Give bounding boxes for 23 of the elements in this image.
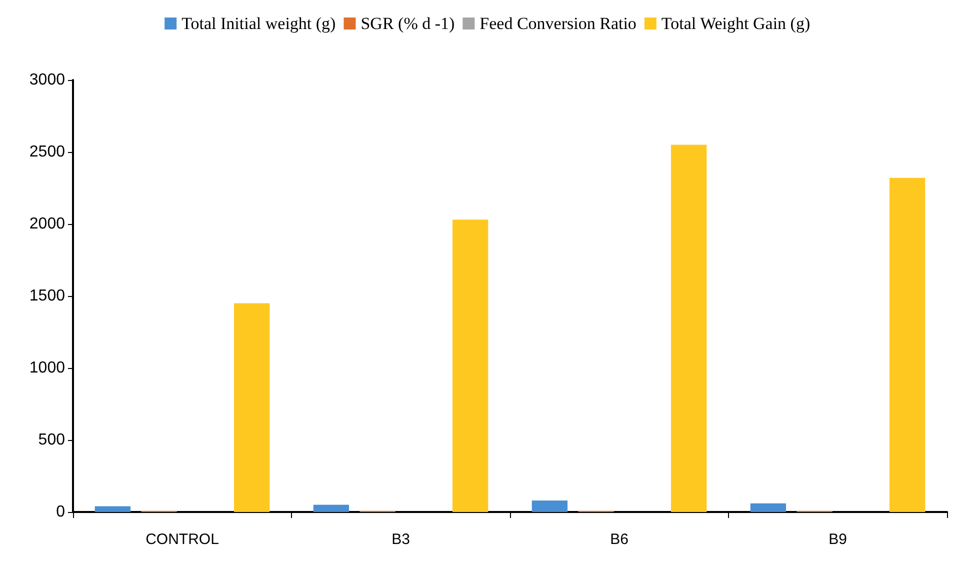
x-tick-label: CONTROL (146, 531, 219, 548)
bar (670, 144, 707, 512)
x-tick-label: B9 (828, 531, 847, 548)
bar (94, 506, 131, 512)
bar (452, 220, 488, 512)
bar (889, 178, 926, 512)
legend-label: Total Weight Gain (g) (661, 14, 810, 33)
y-tick-label: 500 (38, 432, 66, 448)
y-tick-label: 1500 (29, 288, 66, 304)
legend-label: Total Initial weight (g) (182, 14, 336, 33)
legend-label: SGR (% d -1) (360, 14, 455, 33)
y-tick-label: 1000 (29, 360, 66, 376)
y-tick-label: 3000 (29, 72, 66, 88)
bar (532, 500, 568, 512)
legend-label: Feed Conversion Ratio (480, 14, 636, 33)
bar (750, 503, 786, 512)
bar (313, 504, 350, 512)
y-tick-label: 0 (56, 504, 66, 520)
bar (234, 303, 270, 512)
y-tick-label: 2000 (29, 216, 66, 232)
x-tick-label: B3 (392, 531, 410, 548)
x-tick-label: B6 (610, 531, 628, 548)
y-tick-label: 2500 (29, 144, 66, 160)
